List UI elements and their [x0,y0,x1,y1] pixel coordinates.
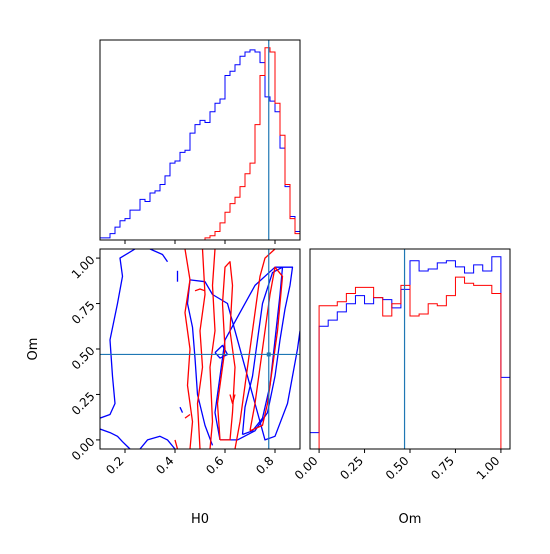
contour-ytick-label: 0.50 [69,344,98,373]
contour-line-red [249,266,284,432]
contour-line-blue [149,249,169,263]
contour-xtick-label: 0.4 [153,454,176,477]
contour-line-red [184,249,194,449]
truth-marker [266,352,271,357]
om-hist-xtick-label: 0.50 [383,454,412,483]
contour-xtick-label: 0.8 [253,454,276,477]
contour-line-red [234,249,276,449]
contour-line-blue [214,344,229,359]
contour-line-blue [139,435,176,449]
contour-line-blue [241,266,284,436]
h0-hist-blue-step [100,49,300,240]
contour-ytick-label: 0.00 [69,435,98,464]
contour-line-blue [100,249,136,419]
contour-line-red [194,288,206,292]
contour-line-red [216,261,236,441]
contour-line-blue [100,428,131,449]
contour-xtick-label: 0.6 [203,454,226,477]
h0-histogram-frame [99,39,301,241]
om-hist-xtick-label: 0.25 [337,454,366,483]
om-hist-xtick-label: 0.75 [428,454,457,483]
om-hist-red-step [310,276,510,449]
h0-histogram-panel [99,39,301,244]
h0-hist-red-step [100,47,300,240]
contour-line-red [209,249,216,449]
contour-panel: 0.2 0.4 0.6 0.8 0.00 0.25 0.50 0.75 1.00 H0 Om [26,248,301,527]
x-axis-label-om: Om [399,512,422,527]
x-axis-label-h0: H0 [191,512,209,527]
contour-line-red [229,394,236,405]
om-hist-blue-step [310,256,510,449]
contour-xtick-label: 0.2 [103,454,126,477]
contour-line-red [174,439,179,449]
om-histogram-panel: 0.00 0.25 0.50 0.75 1.00 Om [292,248,511,527]
contour-ytick-label: 0.25 [69,389,98,418]
contour-line-blue [214,266,294,441]
y-axis-label-om: Om [26,338,41,361]
contour-line-red [196,249,206,449]
contour-line-blue [186,279,300,446]
contour-line-red [184,413,191,419]
om-hist-xtick-label: 1.00 [474,454,503,483]
contour-line-blue [179,406,184,413]
contour-ytick-label: 1.00 [69,253,98,282]
contour-ytick-label: 0.75 [69,298,98,327]
om-hist-xtick-label: 0.00 [292,454,321,483]
